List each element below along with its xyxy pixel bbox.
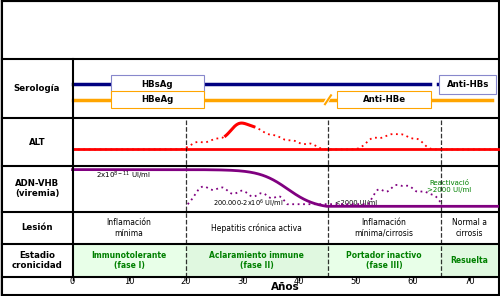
Text: 70: 70 [464,277,474,286]
Text: Serología: Serología [14,84,60,93]
Text: 30: 30 [237,277,248,286]
Text: ADN-VHB
(viremia): ADN-VHB (viremia) [15,179,59,198]
Text: Anti-HBe: Anti-HBe [362,95,406,104]
Text: <2000 UI/ml: <2000 UI/ml [335,200,377,206]
Bar [441,244,498,277]
Text: HBsAg: HBsAg [142,80,174,89]
Text: Resuelta: Resuelta [450,256,488,265]
Bar [328,244,441,277]
Text: ALT: ALT [28,138,46,147]
Text: Immunotolerante
(fase I): Immunotolerante (fase I) [92,251,167,270]
Text: Reactivació
>2000 UI/ml: Reactivació >2000 UI/ml [427,180,472,193]
Text: Lesión: Lesión [21,223,53,232]
Text: 200.000-2x10$^{6}$ UI/ml: 200.000-2x10$^{6}$ UI/ml [213,197,284,210]
FancyBboxPatch shape [440,75,496,94]
Bar [72,244,186,277]
FancyBboxPatch shape [110,75,204,94]
FancyBboxPatch shape [110,91,204,108]
Text: HBeAg: HBeAg [142,95,174,104]
Text: Inflamación
mínima: Inflamación mínima [106,218,152,238]
Text: Normal a
cirrosis: Normal a cirrosis [452,218,486,238]
Bar [186,244,328,277]
FancyBboxPatch shape [338,91,431,108]
Text: Portador inactivo
(fase III): Portador inactivo (fase III) [346,251,422,270]
Text: Estadio
cronicidad: Estadio cronicidad [12,251,63,270]
Text: 60: 60 [407,277,418,286]
Text: Años: Años [270,282,300,292]
Text: Hepatitis crónica activa: Hepatitis crónica activa [211,223,302,233]
Text: 10: 10 [124,277,134,286]
Text: 20: 20 [180,277,191,286]
Text: 40: 40 [294,277,304,286]
Text: 0: 0 [70,277,75,286]
Text: Inflamación
mínima/cirrosis: Inflamación mínima/cirrosis [354,218,414,238]
Text: Aclaramiento immune
(fase II): Aclaramiento immune (fase II) [209,251,304,270]
Text: Anti-HBs: Anti-HBs [447,80,489,89]
Text: 50: 50 [350,277,361,286]
Text: 2x10$^{8-11}$ UI/ml: 2x10$^{8-11}$ UI/ml [96,169,151,182]
